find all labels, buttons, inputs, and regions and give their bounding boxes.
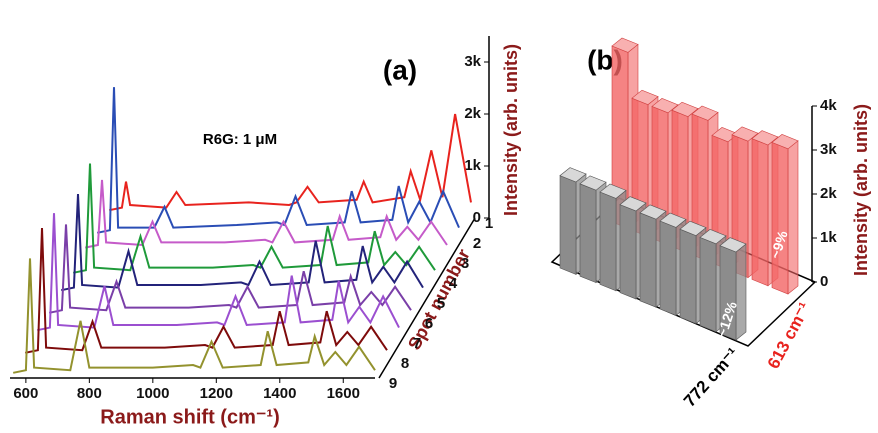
spectrum bbox=[96, 87, 460, 234]
bar-top bbox=[731, 126, 759, 142]
bar bbox=[771, 134, 799, 295]
spot-label: 7 bbox=[413, 335, 421, 352]
x-tick-label: 1400 bbox=[263, 385, 296, 402]
x-axis-label: 772 cm⁻¹ bbox=[680, 344, 743, 411]
y-axis-label: Intensity (arb. units) bbox=[851, 104, 871, 276]
spot-label: 9 bbox=[389, 375, 397, 392]
spectrum bbox=[36, 213, 400, 332]
bar-front bbox=[579, 183, 597, 284]
bar-top bbox=[631, 89, 659, 105]
bar-top bbox=[679, 220, 707, 236]
y-tick-label: 3k bbox=[820, 141, 837, 158]
x-tick-label: 800 bbox=[77, 385, 102, 402]
spectrum bbox=[84, 179, 448, 249]
bar bbox=[719, 237, 747, 341]
x-tick-label: 1600 bbox=[327, 385, 360, 402]
bar-front bbox=[599, 191, 617, 292]
bar-side bbox=[787, 140, 799, 295]
bar-front bbox=[619, 204, 637, 300]
bar-top bbox=[579, 175, 607, 191]
bar-top bbox=[671, 101, 699, 117]
bar-top bbox=[771, 134, 799, 150]
x-tick-label: 1000 bbox=[136, 385, 169, 402]
spectrum bbox=[108, 113, 472, 212]
spectrum bbox=[48, 224, 412, 314]
spectrum bbox=[12, 258, 376, 374]
spot-label: 1 bbox=[485, 215, 493, 232]
x-tick-label: 600 bbox=[13, 385, 38, 402]
y-tick-label: 1k bbox=[820, 229, 837, 246]
bar-front bbox=[559, 175, 577, 275]
bar-top bbox=[691, 105, 719, 121]
bar-front bbox=[699, 236, 717, 333]
y-tick-label: 3k bbox=[464, 53, 481, 70]
annotation: R6G: 1 μM bbox=[203, 131, 277, 148]
y-axis-label: Intensity (arb. units) bbox=[501, 44, 521, 216]
spectrum bbox=[24, 227, 388, 354]
z-axis bbox=[378, 217, 476, 379]
bar-top bbox=[559, 167, 587, 183]
bar-front bbox=[751, 138, 769, 287]
bar-top bbox=[719, 237, 747, 253]
bar-front bbox=[771, 141, 789, 295]
bar-front bbox=[679, 228, 697, 325]
spectrum bbox=[60, 193, 424, 292]
x-axis-label: Raman shift (cm⁻¹) bbox=[100, 406, 279, 428]
y-tick-label: 1k bbox=[464, 157, 481, 174]
x-tick-label: 1200 bbox=[200, 385, 233, 402]
panel-label: (a) bbox=[383, 54, 417, 85]
bar-top bbox=[699, 229, 727, 245]
bar-front bbox=[659, 220, 677, 316]
bar-top bbox=[751, 130, 779, 146]
y-tick-label: 0 bbox=[473, 209, 481, 226]
spectrum bbox=[72, 163, 436, 274]
bar-top bbox=[659, 212, 687, 228]
bar-top bbox=[619, 196, 647, 212]
spot-label: 5 bbox=[437, 295, 445, 312]
y-tick-label: 2k bbox=[820, 185, 837, 202]
bar-top bbox=[651, 98, 679, 114]
y-tick-label: 4k bbox=[820, 97, 837, 114]
bar-front bbox=[639, 212, 657, 308]
y-tick-label: 0 bbox=[820, 273, 828, 290]
spot-label: 8 bbox=[401, 355, 409, 372]
spot-label: 3 bbox=[461, 255, 469, 272]
spot-label: 6 bbox=[425, 315, 433, 332]
bar-top bbox=[611, 37, 639, 53]
bar-top bbox=[639, 204, 667, 220]
spot-label: 4 bbox=[449, 275, 458, 292]
spot-label: 2 bbox=[473, 235, 481, 252]
bar-top bbox=[599, 183, 627, 199]
y-tick-label: 2k bbox=[464, 105, 481, 122]
bar-side bbox=[735, 243, 747, 341]
